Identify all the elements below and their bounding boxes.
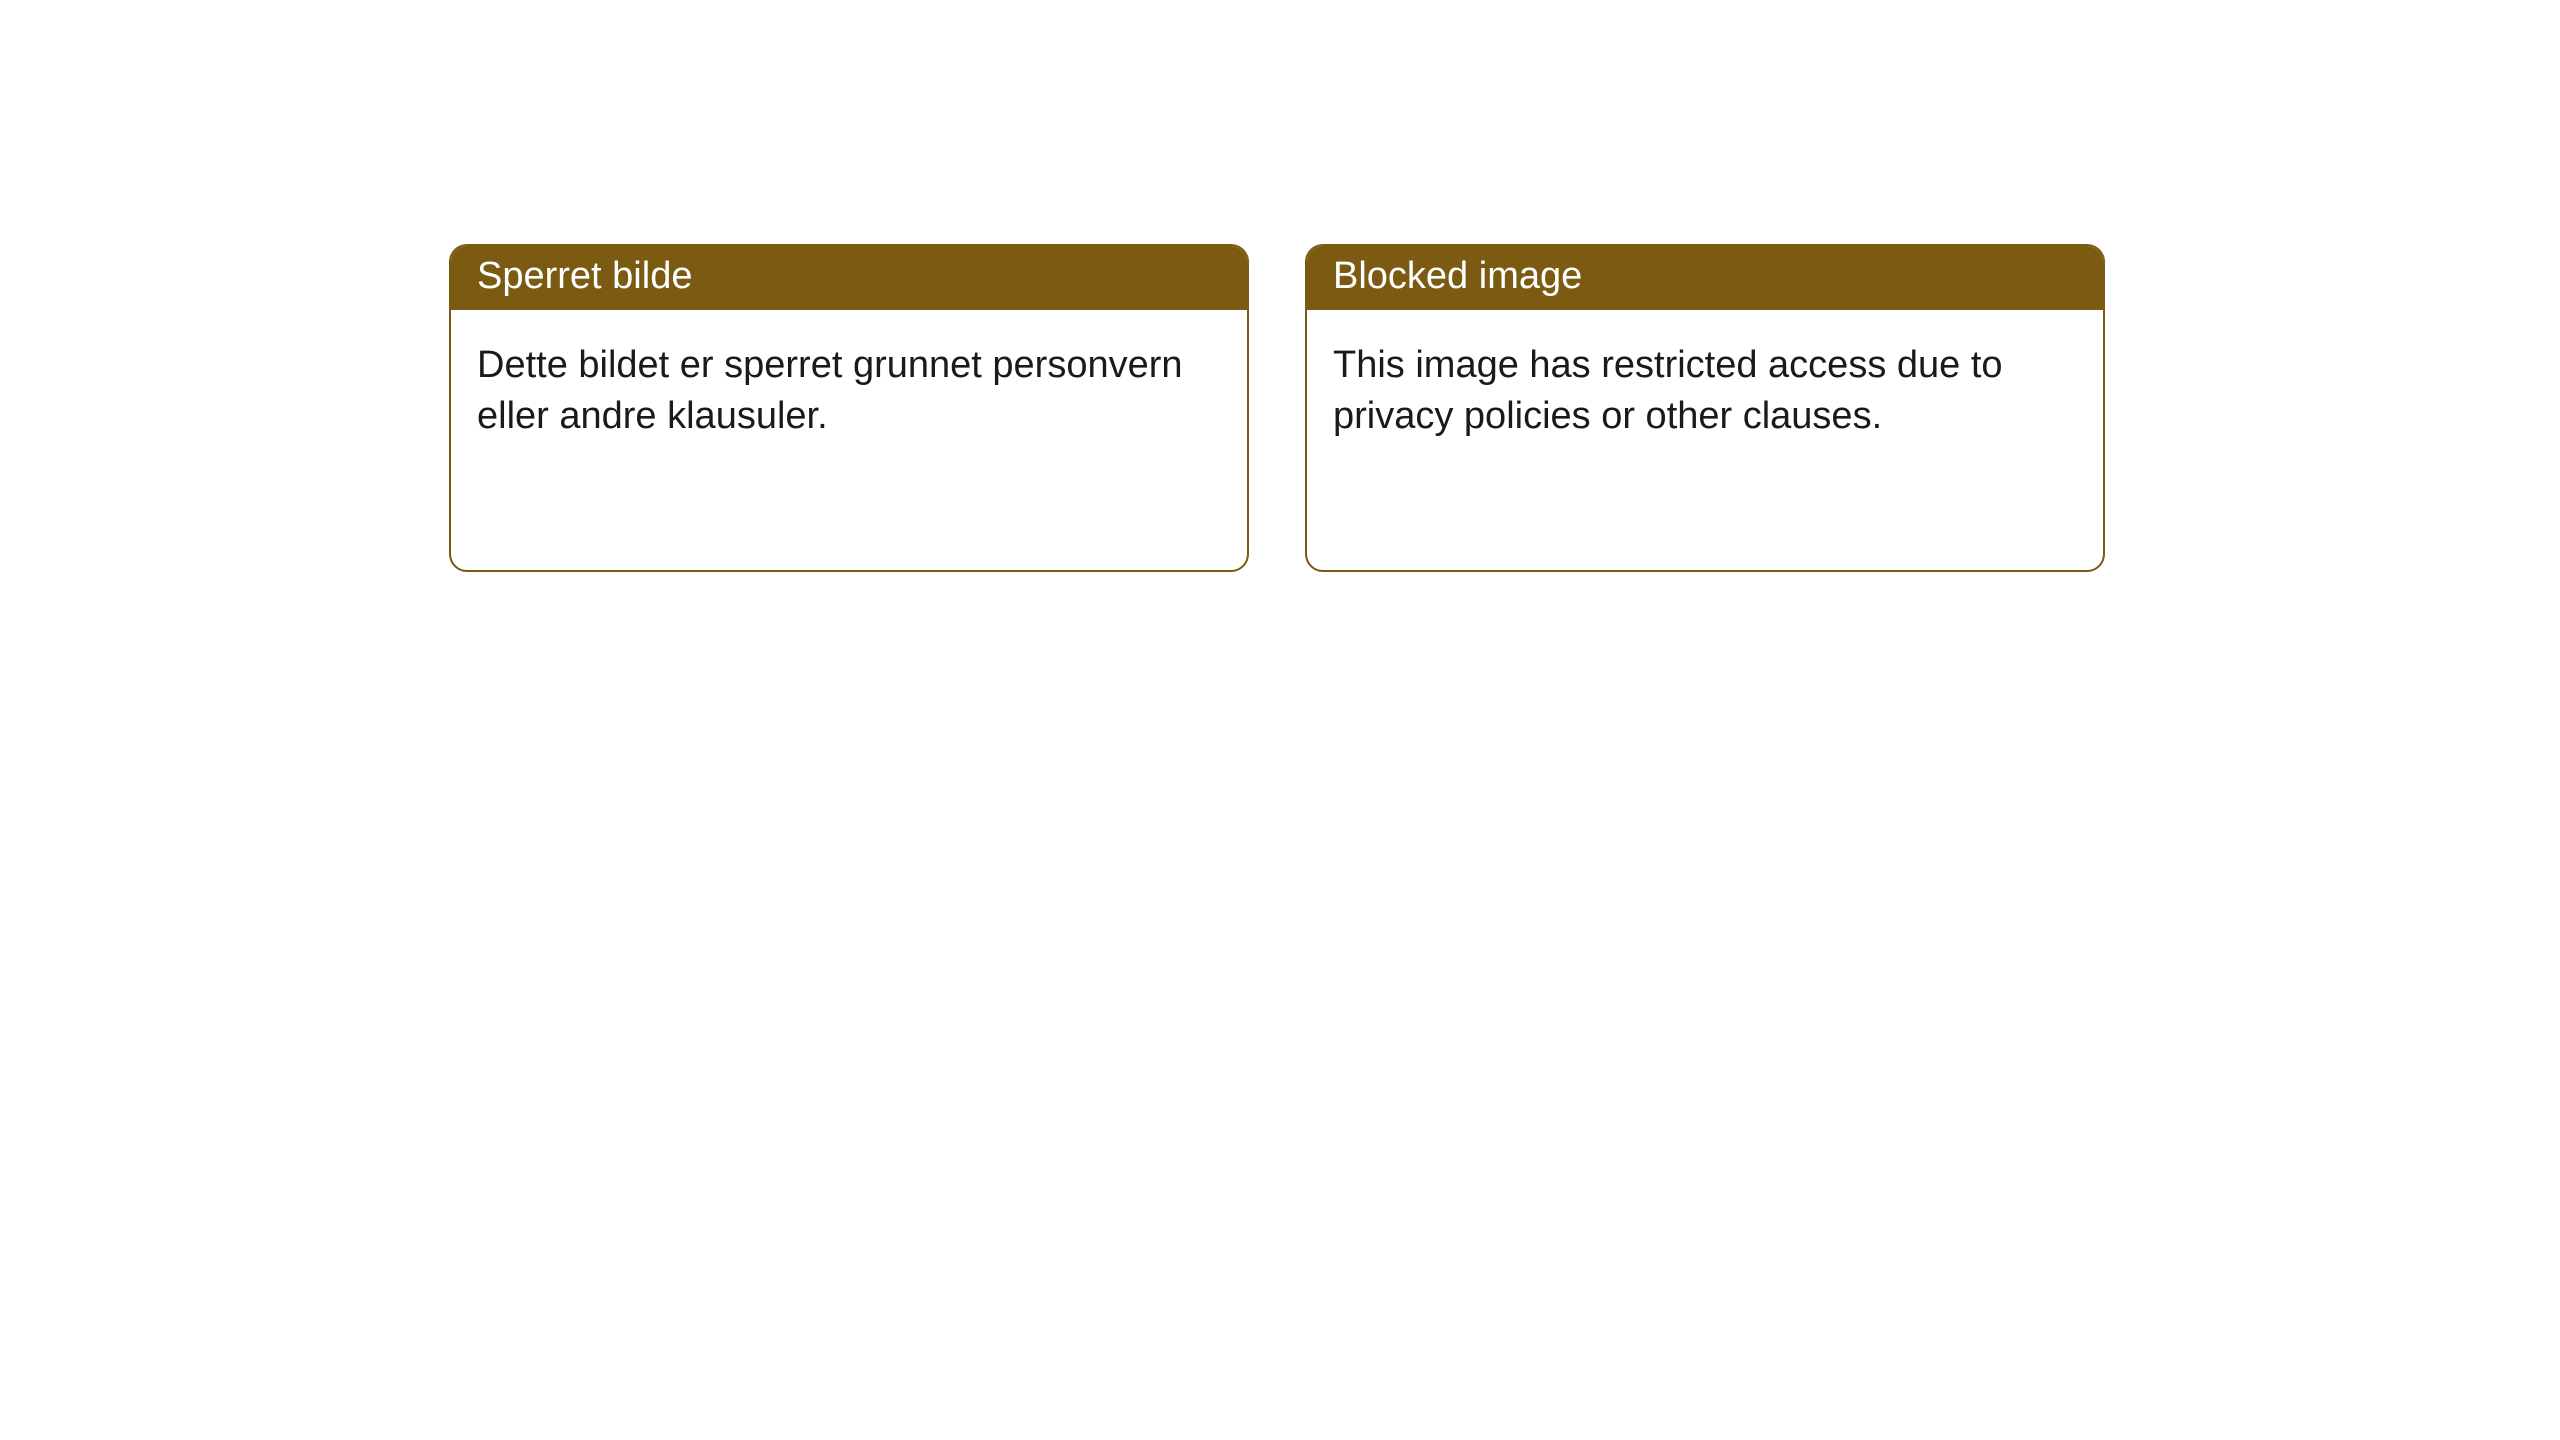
card-body-text: This image has restricted access due to … xyxy=(1333,344,2003,437)
card-body: This image has restricted access due to … xyxy=(1307,310,2103,570)
card-body-text: Dette bildet er sperret grunnet personve… xyxy=(477,344,1183,437)
card-title: Blocked image xyxy=(1333,255,1582,297)
card-header: Sperret bilde xyxy=(451,246,1247,310)
notice-card-norwegian: Sperret bilde Dette bildet er sperret gr… xyxy=(449,244,1249,572)
card-body: Dette bildet er sperret grunnet personve… xyxy=(451,310,1247,570)
card-header: Blocked image xyxy=(1307,246,2103,310)
notice-card-english: Blocked image This image has restricted … xyxy=(1305,244,2105,572)
notice-card-row: Sperret bilde Dette bildet er sperret gr… xyxy=(449,244,2560,572)
card-title: Sperret bilde xyxy=(477,255,692,297)
